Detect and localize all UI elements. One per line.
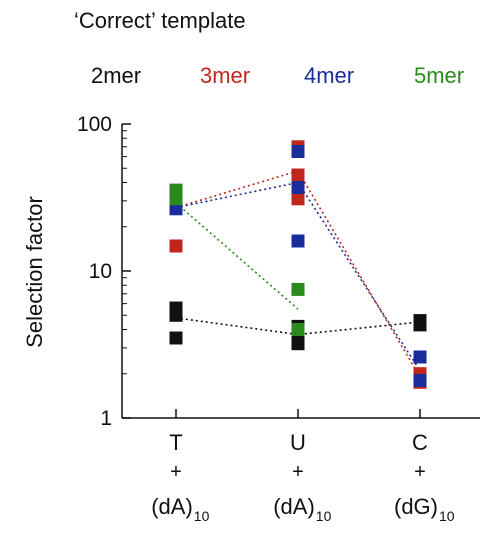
y-axis-label: Selection factor — [22, 196, 47, 348]
x-label-base: (dA) — [273, 494, 315, 519]
mean-line-4mer — [175, 181, 421, 372]
point-5mer — [291, 323, 305, 336]
x-label-base: (dA) — [151, 494, 193, 519]
point-3mer — [291, 168, 305, 182]
x-label-subscript: 10 — [439, 508, 455, 524]
x-label-plus: + — [414, 461, 426, 483]
mean-line-5mer — [175, 202, 299, 310]
x-label-subscript: 10 — [194, 508, 210, 524]
x-label-base: (dG) — [394, 494, 438, 519]
legend-entry-2mer: 2mer — [91, 63, 141, 88]
chart-title: ‘Correct’ template — [74, 8, 246, 33]
mean-line-2mer — [175, 317, 421, 336]
point-5mer — [169, 183, 183, 197]
legend-entry-4mer: 4mer — [304, 63, 354, 88]
point-5mer — [291, 282, 305, 296]
point-4mer — [413, 374, 427, 387]
point-2mer — [169, 301, 183, 315]
point-4mer — [169, 202, 183, 216]
y-tick-label: 100 — [77, 113, 112, 136]
legend-entry-3mer: 3mer — [200, 63, 250, 88]
x-label-top: U — [290, 430, 306, 455]
data-points — [169, 140, 427, 389]
legend-entry-5mer: 5mer — [414, 63, 464, 88]
point-3mer — [169, 239, 183, 253]
x-label-top: T — [169, 430, 182, 455]
x-label-subscript: 10 — [316, 508, 332, 524]
mean-lines — [175, 169, 421, 378]
x-label-top: C — [412, 430, 428, 455]
x-tick-labels: T+(dA) 10U+(dA) 10C+(dG) 10 — [151, 430, 455, 524]
axes: 1 10 100 — [77, 113, 480, 430]
point-2mer — [413, 314, 427, 328]
x-label-plus: + — [292, 461, 304, 483]
point-4mer — [291, 234, 305, 248]
point-2mer — [169, 331, 183, 345]
point-4mer — [413, 350, 427, 364]
point-4mer — [291, 145, 305, 158]
x-label-plus: + — [170, 461, 182, 483]
point-4mer — [291, 181, 305, 194]
point-3mer — [291, 192, 305, 206]
legend: 2mer 3mer 4mer 5mer — [91, 63, 464, 88]
y-tick-label: 10 — [89, 260, 112, 283]
y-tick-label: 1 — [100, 407, 112, 430]
